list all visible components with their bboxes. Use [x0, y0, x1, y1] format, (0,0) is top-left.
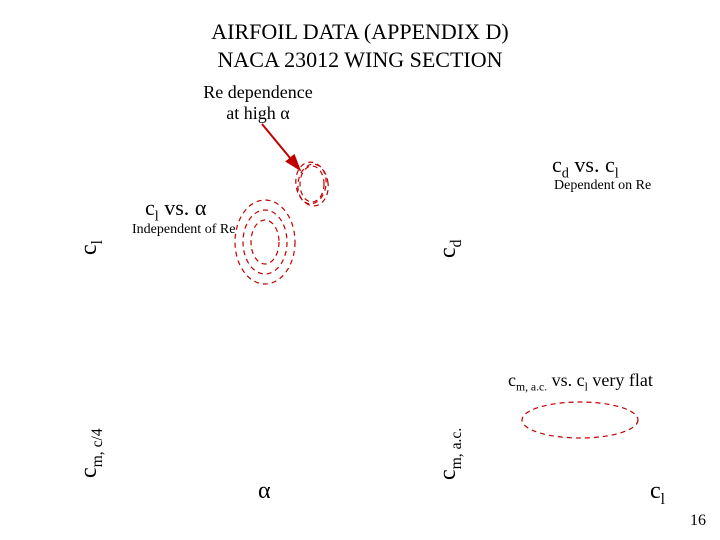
re-dep-line2-prefix: at high — [226, 103, 280, 123]
cd-vs: vs. c — [569, 152, 615, 177]
dependent-text: Dependent on Re — [554, 178, 651, 193]
alpha-symbol: α — [280, 103, 289, 123]
annotation-independent-re: Independent of Re — [132, 222, 235, 238]
annotation-dependent-re: Dependent on Re — [554, 178, 651, 194]
cm-prefix: c — [508, 370, 516, 390]
cd-text: c — [552, 152, 562, 177]
axis-cl-text: c — [76, 244, 102, 255]
ellipse-fan-1 — [295, 162, 328, 206]
axis-label-cl: cl — [76, 240, 107, 255]
axis-label-cm-ac: cm, a.c. — [435, 428, 466, 480]
cl-vs: vs. — [159, 195, 195, 220]
axis-cmac-text: c — [435, 469, 461, 480]
cm-mid: vs. c — [547, 370, 585, 390]
ellipse-fan-2 — [300, 166, 324, 202]
ellipse-ring-0 — [235, 200, 295, 284]
axis-clx-text: c — [650, 478, 661, 504]
ellipse-ring-1 — [243, 210, 287, 274]
axis-cmc4-text: c — [76, 467, 102, 478]
axis-label-cd: cd — [435, 240, 466, 258]
annotation-cl-vs-alpha: cl vs. α — [145, 195, 206, 225]
axis-cd-sub: d — [448, 240, 465, 248]
cm-suffix: very flat — [588, 370, 653, 390]
title-line-1: AIRFOIL DATA (APPENDIX D) — [0, 18, 720, 46]
cl-alpha-symbol: α — [195, 195, 207, 220]
arrow-re-dependence — [262, 124, 300, 170]
slide-title: AIRFOIL DATA (APPENDIX D) NACA 23012 WIN… — [0, 18, 720, 73]
ellipse-ring-2 — [251, 220, 279, 264]
ellipse-fan-0 — [292, 160, 331, 209]
axis-clx-sub: l — [661, 491, 665, 508]
axis-label-cm-c4: cm, c/4 — [76, 428, 107, 478]
annotation-cm-flat: cm, a.c. vs. cl very flat — [508, 370, 653, 394]
axis-label-cl-x: cl — [650, 478, 665, 509]
independent-text: Independent of Re — [132, 222, 235, 237]
axis-cmac-sub: m, a.c. — [448, 428, 465, 470]
axis-cmc4-sub: m, c/4 — [89, 428, 106, 467]
title-line-2: NACA 23012 WING SECTION — [0, 46, 720, 74]
ellipse-cm-flat — [522, 402, 638, 438]
cl-text: c — [145, 195, 155, 220]
axis-cd-text: c — [435, 247, 461, 258]
annotation-re-dependence: Re dependence at high α — [178, 82, 338, 123]
axis-alpha-symbol: α — [258, 478, 271, 504]
diagram-overlay — [0, 0, 720, 540]
re-dep-line1: Re dependence — [203, 82, 312, 102]
axis-cl-sub: l — [89, 240, 106, 244]
cm-sub: m, a.c. — [516, 381, 547, 394]
page-number: 16 — [690, 512, 706, 530]
axis-label-alpha: α — [258, 478, 271, 505]
